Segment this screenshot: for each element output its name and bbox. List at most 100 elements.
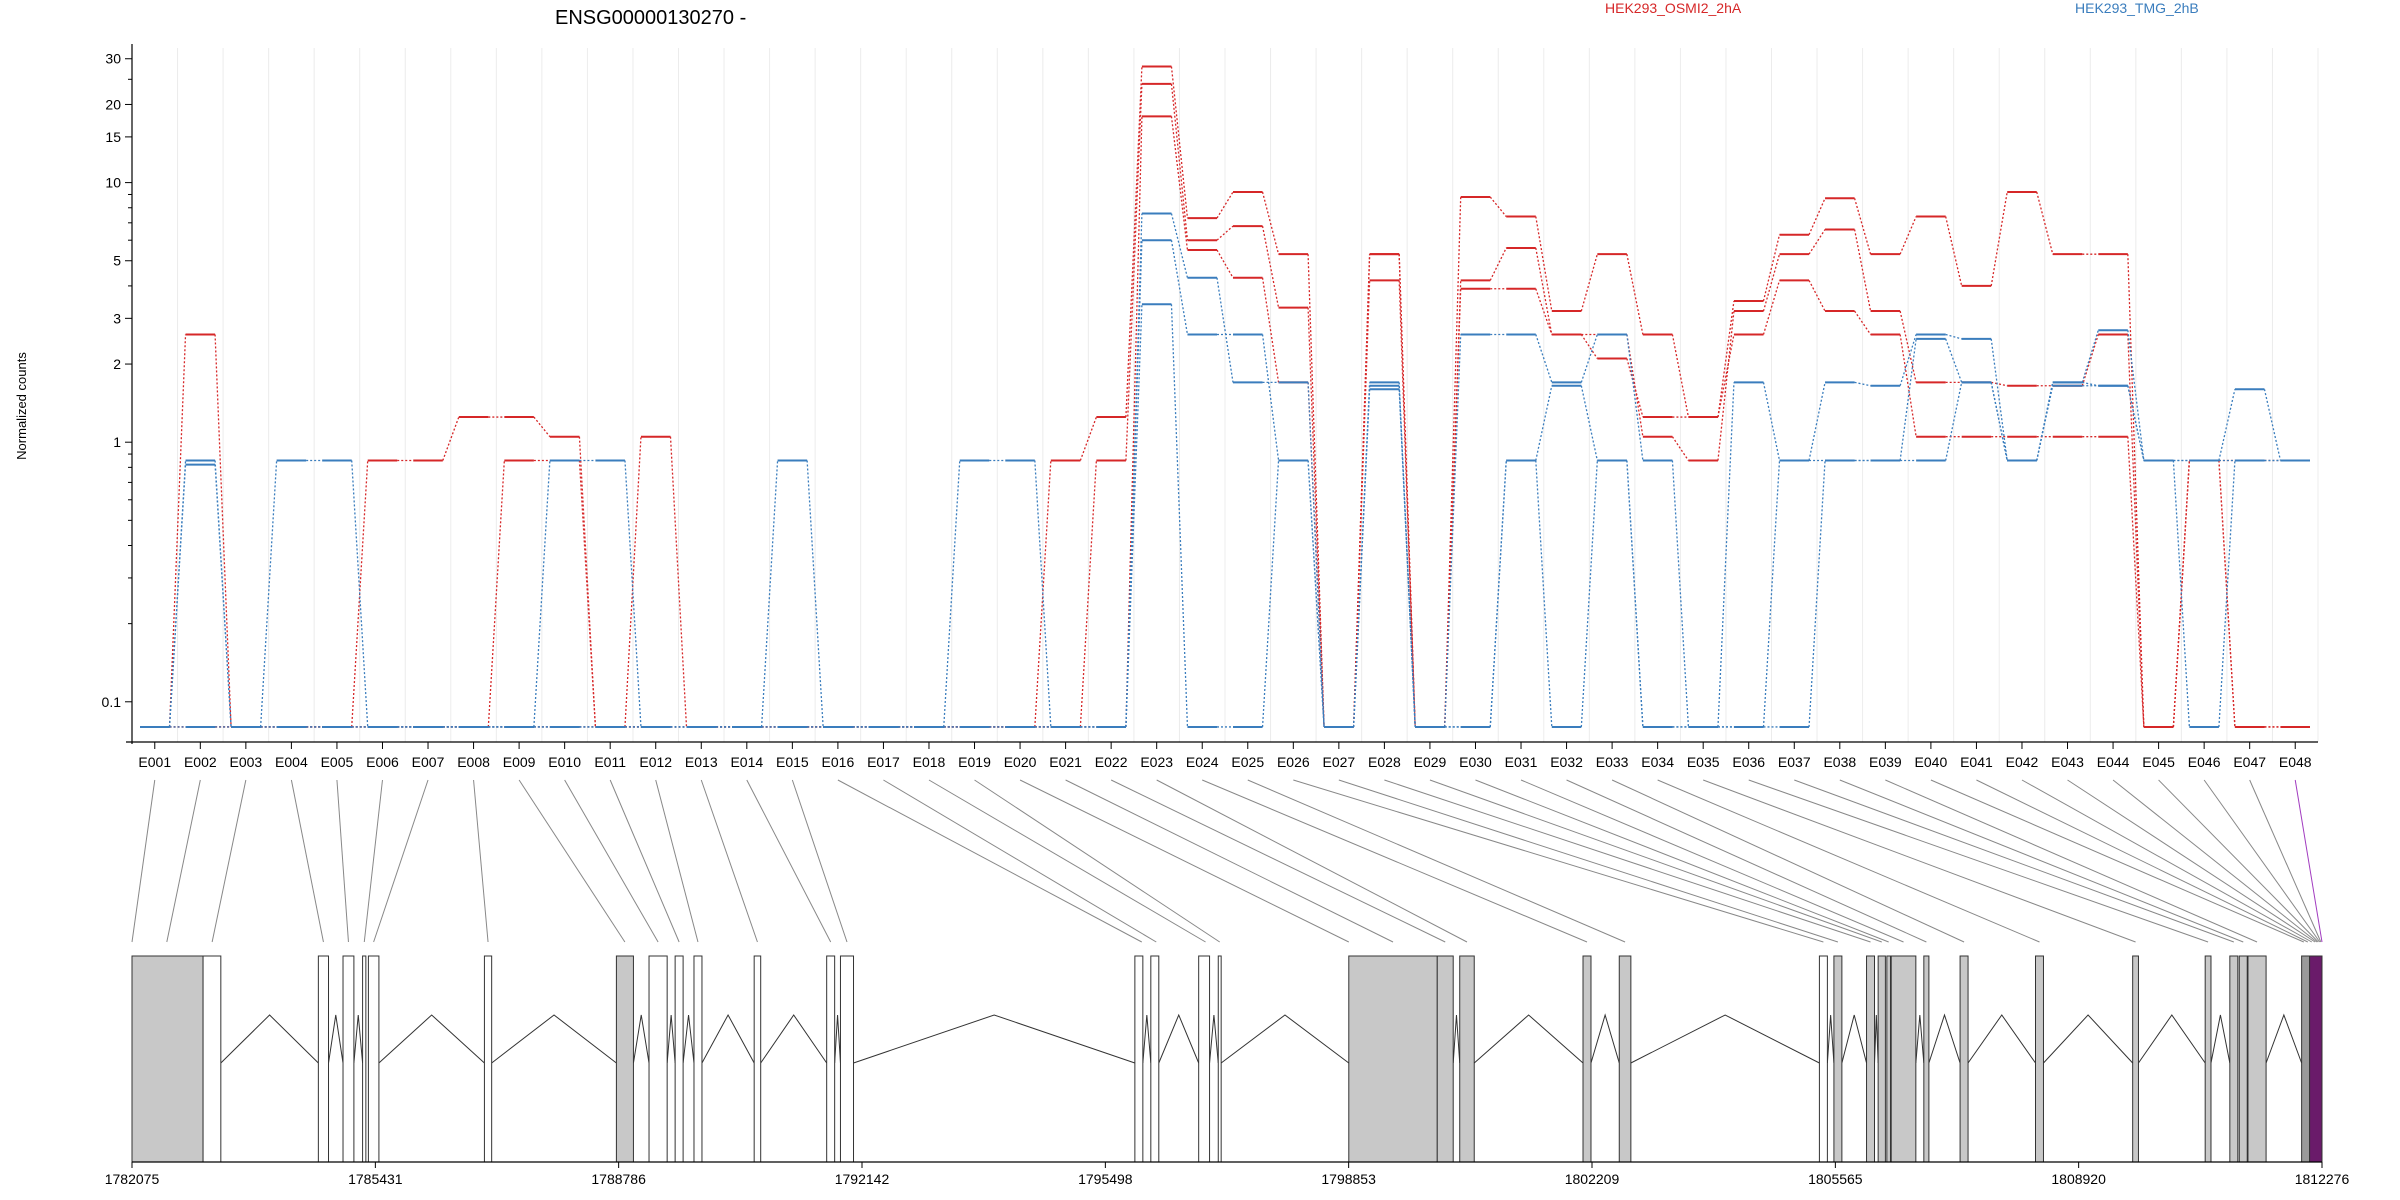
y-tick-label: 5	[113, 253, 121, 269]
series-transition	[578, 460, 597, 727]
x-tick-label: E012	[639, 754, 672, 770]
intron-line	[834, 1014, 841, 1064]
series-transition	[1125, 304, 1143, 727]
series-transition	[2036, 191, 2054, 255]
y-tick-label: 20	[105, 96, 121, 112]
intron-line	[1473, 1014, 1584, 1064]
series-transition	[806, 460, 824, 727]
series-transition	[1535, 334, 1553, 383]
x-tick-label: E048	[2279, 754, 2312, 770]
exon-block	[1818, 955, 1828, 1163]
intron-line	[1915, 1014, 1925, 1064]
exon-connector	[928, 779, 1206, 943]
series-transition	[1216, 249, 1234, 279]
series-transition	[214, 334, 232, 727]
series-5	[140, 303, 2310, 728]
series-transition	[1125, 66, 1143, 418]
x-tick-label: E027	[1323, 754, 1356, 770]
series-transition	[1990, 338, 2008, 461]
x-tick-label: E006	[366, 754, 399, 770]
intron-line	[491, 1014, 617, 1064]
exon-connector	[1794, 779, 2234, 943]
exon-block	[2309, 955, 2323, 1163]
exon-connector	[1885, 779, 2258, 943]
exon-connector-lines	[131, 779, 2323, 943]
intron-line	[701, 1013, 755, 1064]
exon-connector	[2021, 779, 2313, 943]
x-tick-label: E004	[275, 754, 308, 770]
intron-line	[328, 1014, 344, 1064]
exon-block	[2238, 955, 2248, 1163]
x-tick-label: E014	[730, 754, 763, 770]
chart-title: ENSG00000130270 -	[555, 7, 746, 29]
series-transition	[1079, 460, 1098, 727]
exon-connector	[974, 779, 1220, 943]
series-transition	[1170, 304, 1189, 727]
exon-connector	[1748, 779, 2209, 943]
series-transition	[1762, 234, 1781, 302]
series-transition	[1717, 310, 1735, 461]
intron-line	[1874, 1014, 1879, 1064]
series-transition	[1261, 334, 1280, 461]
exon-connector	[564, 779, 659, 943]
intron-line	[760, 1014, 828, 1064]
y-tick-label: 15	[105, 129, 121, 145]
exon-block	[1618, 955, 1632, 1163]
exon-connector	[473, 779, 489, 943]
exon-connector	[2203, 779, 2321, 943]
series-transition	[1580, 460, 1598, 727]
exon-block	[2204, 955, 2212, 1163]
exon-connector	[1839, 779, 2244, 943]
series-transition	[1853, 198, 1872, 255]
exon-connector	[2067, 779, 2316, 943]
exon-connector	[336, 779, 349, 943]
exon-block	[826, 955, 836, 1163]
series-transition	[1854, 381, 1871, 387]
genomic-tick-label: 1812276	[2295, 1171, 2350, 1187]
series-transition	[1535, 385, 1553, 461]
series-transition	[1352, 389, 1371, 727]
series-transition	[1762, 254, 1781, 312]
exon-block	[839, 955, 855, 1163]
genomic-tick-label: 1802209	[1565, 1171, 1620, 1187]
exon-block	[2247, 955, 2267, 1163]
series-transition	[1535, 460, 1553, 727]
exon-block	[1886, 955, 1891, 1163]
exon-block	[483, 955, 493, 1163]
series-transition	[1808, 198, 1826, 235]
x-tick-label: E034	[1641, 754, 1674, 770]
exon-connector	[746, 779, 832, 943]
exon-connector	[2158, 779, 2319, 943]
exon-connector	[1429, 779, 1882, 943]
exon-connector	[837, 779, 1142, 943]
exon-connector	[1930, 779, 2304, 943]
exon-block	[2132, 955, 2139, 1163]
x-tick-label: E035	[1687, 754, 1720, 770]
legend-label-osmi2: HEK293_OSMI2_2hA	[1605, 0, 1742, 16]
exon-connector	[1566, 779, 1927, 943]
series-transition	[1216, 225, 1234, 241]
genomic-tick-label: 1792142	[835, 1171, 890, 1187]
series-transition	[578, 436, 597, 727]
series-transition	[1034, 460, 1052, 727]
exon-block	[1217, 955, 1222, 1163]
intron-line	[1158, 1013, 1200, 1064]
x-tick-label: E021	[1049, 754, 1082, 770]
exon-connector	[1520, 779, 1904, 943]
exon-connector	[1202, 779, 1588, 943]
series-transition	[2172, 460, 2191, 727]
x-tick-label: E015	[776, 754, 809, 770]
x-tick-label: E031	[1505, 754, 1538, 770]
x-tick-label: E007	[412, 754, 445, 770]
exon-connector	[700, 779, 758, 943]
genomic-tick-label: 1785431	[348, 1171, 403, 1187]
series-transition	[760, 460, 779, 727]
series-transition	[1125, 83, 1143, 461]
series-transition	[1352, 254, 1371, 727]
exon-block	[1348, 955, 1438, 1163]
series-transition	[1853, 229, 1872, 312]
x-tick-label: E041	[1960, 754, 1993, 770]
series-transition	[1261, 277, 1280, 383]
x-tick-label: E047	[2233, 754, 2266, 770]
series-transition	[1216, 191, 1234, 219]
